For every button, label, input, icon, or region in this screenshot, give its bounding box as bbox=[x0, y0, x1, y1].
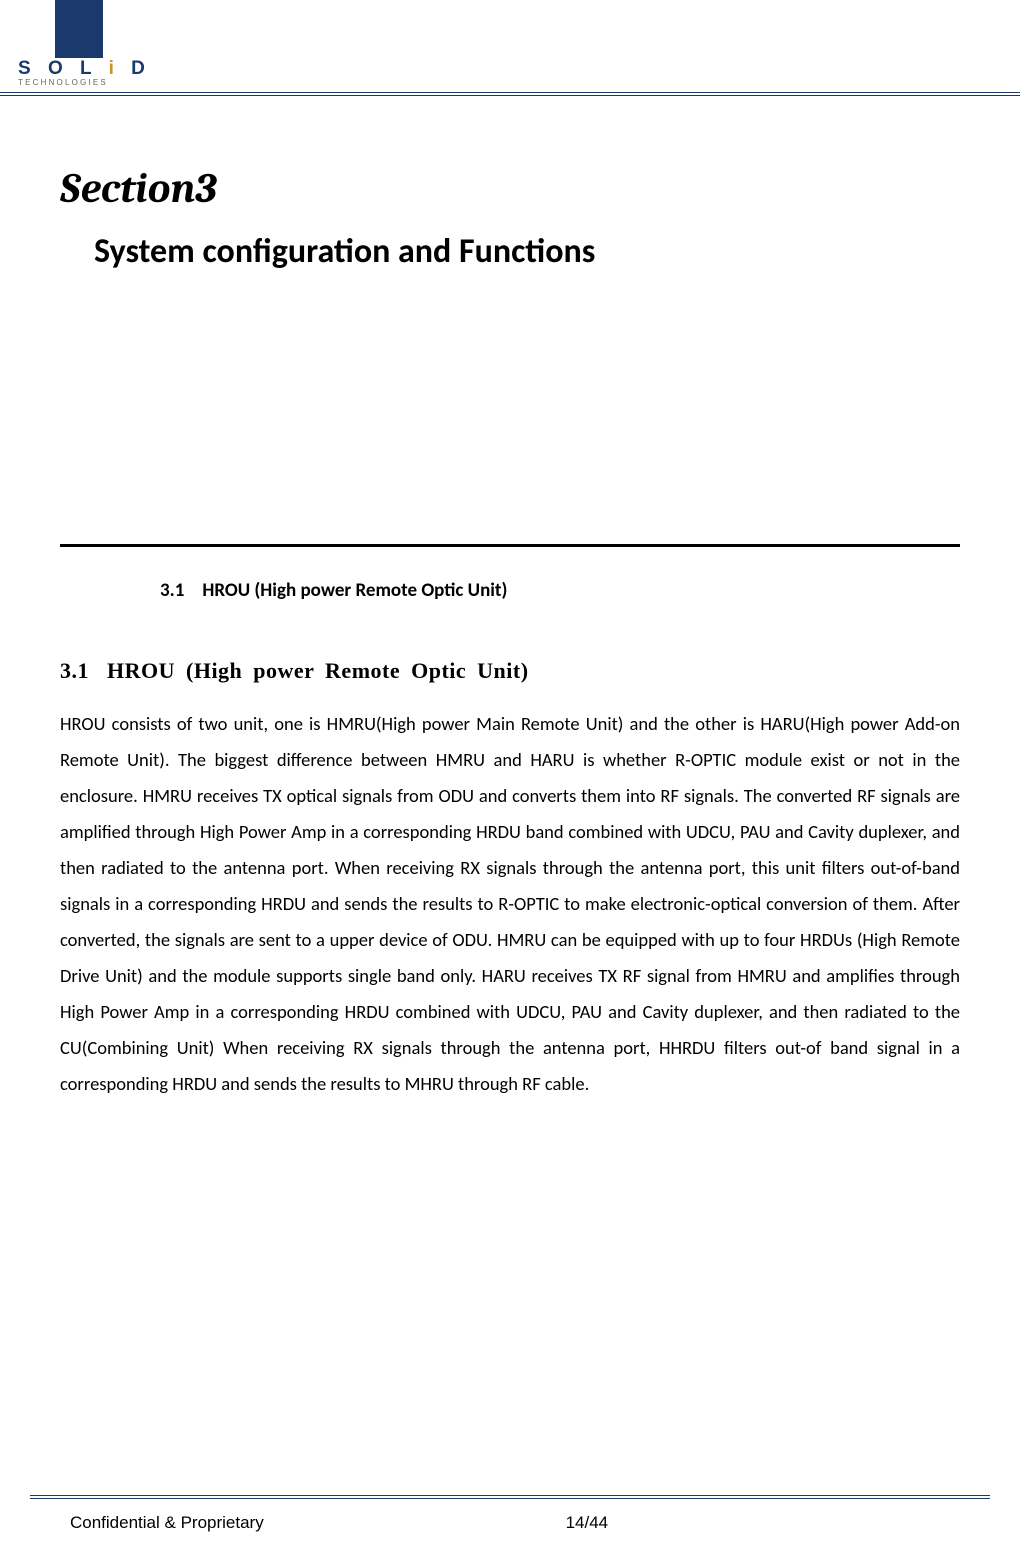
subsection-text: HROU (High power Remote Optic Unit) bbox=[107, 658, 529, 683]
divider-rule bbox=[60, 544, 960, 547]
toc-entry: 3.1 HROU (High power Remote Optic Unit) bbox=[160, 579, 960, 602]
page-footer: Confidential & Proprietary 14/44 bbox=[0, 1513, 1020, 1533]
logo-block bbox=[55, 0, 103, 58]
section-title: Section3 bbox=[60, 164, 960, 213]
body-paragraph: HROU consists of two unit, one is HMRU(H… bbox=[60, 706, 960, 1102]
toc-number: 3.1 bbox=[160, 579, 184, 602]
page: S O L i D TECHNOLOGIES Section3 System c… bbox=[0, 0, 1020, 1563]
footer-rule bbox=[30, 1495, 990, 1499]
page-header: S O L i D TECHNOLOGIES bbox=[0, 0, 1020, 96]
section-subtitle: System configuration and Functions bbox=[94, 231, 960, 272]
toc-text: HROU (High power Remote Optic Unit) bbox=[202, 579, 507, 602]
subsection-number: 3.1 bbox=[60, 658, 89, 683]
footer-page-number: 14/44 bbox=[224, 1513, 950, 1533]
logo-brand: S O L i D bbox=[18, 58, 151, 80]
subsection-heading: 3.1 HROU (High power Remote Optic Unit) bbox=[60, 658, 960, 684]
page-content: Section3 System configuration and Functi… bbox=[0, 96, 1020, 1102]
logo: S O L i D TECHNOLOGIES bbox=[18, 58, 151, 87]
